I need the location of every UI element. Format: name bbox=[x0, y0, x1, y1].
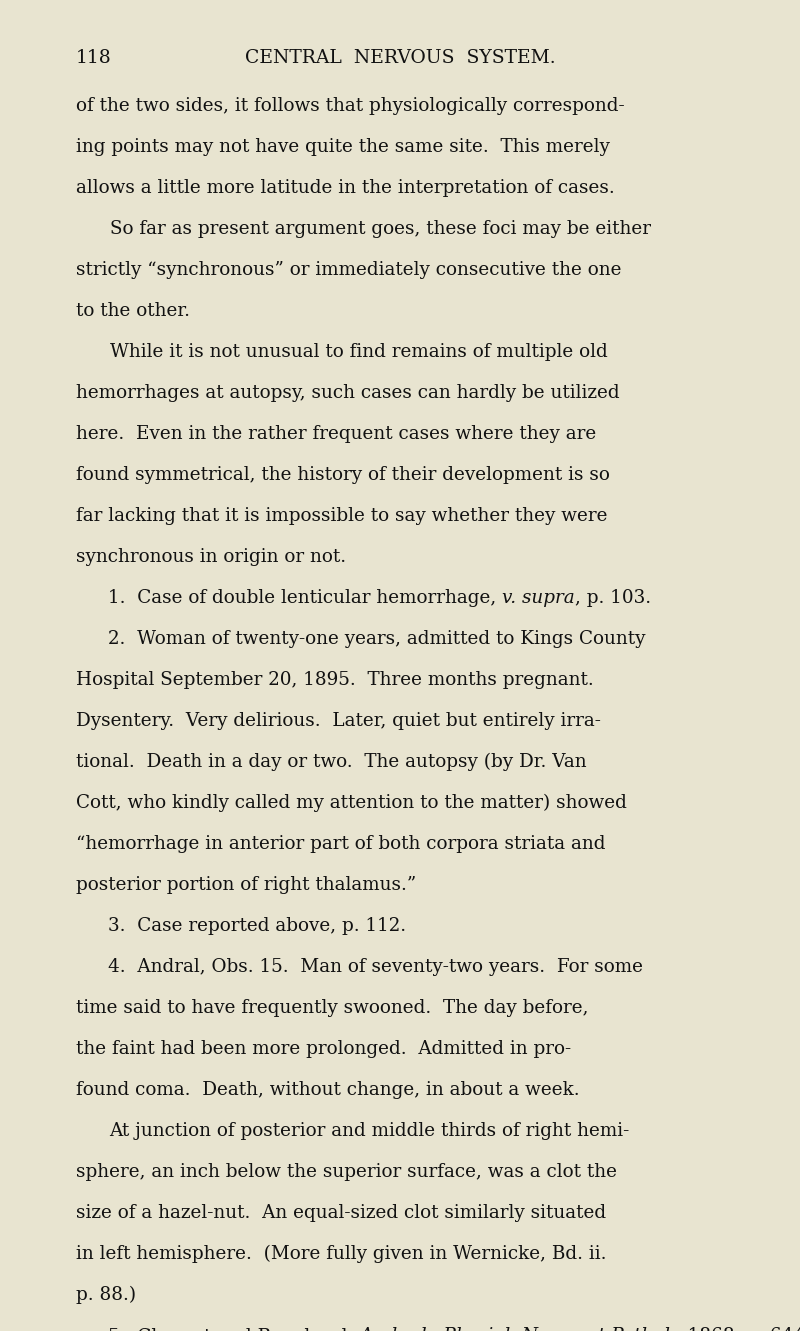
Text: to the other.: to the other. bbox=[76, 302, 190, 321]
Text: Arch. de Physiol. Norm. et Pathol.: Arch. de Physiol. Norm. et Pathol. bbox=[359, 1327, 676, 1331]
Text: While it is not unusual to find remains of multiple old: While it is not unusual to find remains … bbox=[110, 343, 607, 361]
Text: So far as present argument goes, these foci may be either: So far as present argument goes, these f… bbox=[110, 220, 650, 238]
Text: Hospital September 20, 1895.  Three months pregnant.: Hospital September 20, 1895. Three month… bbox=[76, 671, 594, 689]
Text: of the two sides, it follows that physiologically correspond-: of the two sides, it follows that physio… bbox=[76, 97, 625, 116]
Text: hemorrhages at autopsy, such cases can hardly be utilized: hemorrhages at autopsy, such cases can h… bbox=[76, 385, 620, 402]
Text: in left hemisphere.  (More fully given in Wernicke, Bd. ii.: in left hemisphere. (More fully given in… bbox=[76, 1244, 606, 1263]
Text: strictly “synchronous” or immediately consecutive the one: strictly “synchronous” or immediately co… bbox=[76, 261, 622, 280]
Text: , p. 103.: , p. 103. bbox=[575, 590, 651, 607]
Text: tional.  Death in a day or two.  The autopsy (by Dr. Van: tional. Death in a day or two. The autop… bbox=[76, 753, 586, 772]
Text: synchronous in origin or not.: synchronous in origin or not. bbox=[76, 548, 346, 566]
Text: v. supra: v. supra bbox=[502, 590, 575, 607]
Text: 4.  Andral, Obs. 15.  Man of seventy-two years.  For some: 4. Andral, Obs. 15. Man of seventy-two y… bbox=[108, 958, 643, 976]
Text: p. 88.): p. 88.) bbox=[76, 1286, 136, 1304]
Text: At junction of posterior and middle thirds of right hemi-: At junction of posterior and middle thir… bbox=[110, 1122, 630, 1141]
Text: 1.  Case of double lenticular hemorrhage,: 1. Case of double lenticular hemorrhage, bbox=[108, 590, 502, 607]
Text: 3.  Case reported above, p. 112.: 3. Case reported above, p. 112. bbox=[108, 917, 406, 936]
Text: “hemorrhage in anterior part of both corpora striata and: “hemorrhage in anterior part of both cor… bbox=[76, 835, 606, 853]
Text: CENTRAL  NERVOUS  SYSTEM.: CENTRAL NERVOUS SYSTEM. bbox=[245, 49, 555, 68]
Text: found coma.  Death, without change, in about a week.: found coma. Death, without change, in ab… bbox=[76, 1081, 580, 1099]
Text: , 1868, p. 644, Case III.  of recent hemorrhages.: , 1868, p. 644, Case III. of recent hemo… bbox=[676, 1327, 800, 1331]
Text: time said to have frequently swooned.  The day before,: time said to have frequently swooned. Th… bbox=[76, 1000, 589, 1017]
Text: posterior portion of right thalamus.”: posterior portion of right thalamus.” bbox=[76, 876, 416, 894]
Text: ing points may not have quite the same site.  This merely: ing points may not have quite the same s… bbox=[76, 138, 610, 156]
Text: Cott, who kindly called my attention to the matter) showed: Cott, who kindly called my attention to … bbox=[76, 795, 627, 812]
Text: Dysentery.  Very delirious.  Later, quiet but entirely irra-: Dysentery. Very delirious. Later, quiet … bbox=[76, 712, 601, 731]
Text: the faint had been more prolonged.  Admitted in pro-: the faint had been more prolonged. Admit… bbox=[76, 1040, 571, 1058]
Text: sphere, an inch below the superior surface, was a clot the: sphere, an inch below the superior surfa… bbox=[76, 1163, 617, 1181]
Text: 5.  Charcot and Bouchard,: 5. Charcot and Bouchard, bbox=[108, 1327, 359, 1331]
Text: far lacking that it is impossible to say whether they were: far lacking that it is impossible to say… bbox=[76, 507, 607, 526]
Text: here.  Even in the rather frequent cases where they are: here. Even in the rather frequent cases … bbox=[76, 425, 596, 443]
Text: allows a little more latitude in the interpretation of cases.: allows a little more latitude in the int… bbox=[76, 180, 614, 197]
Text: size of a hazel-nut.  An equal-sized clot similarly situated: size of a hazel-nut. An equal-sized clot… bbox=[76, 1205, 606, 1222]
Text: found symmetrical, the history of their development is so: found symmetrical, the history of their … bbox=[76, 466, 610, 484]
Text: 118: 118 bbox=[76, 49, 112, 68]
Text: 2.  Woman of twenty-one years, admitted to Kings County: 2. Woman of twenty-one years, admitted t… bbox=[108, 630, 646, 648]
